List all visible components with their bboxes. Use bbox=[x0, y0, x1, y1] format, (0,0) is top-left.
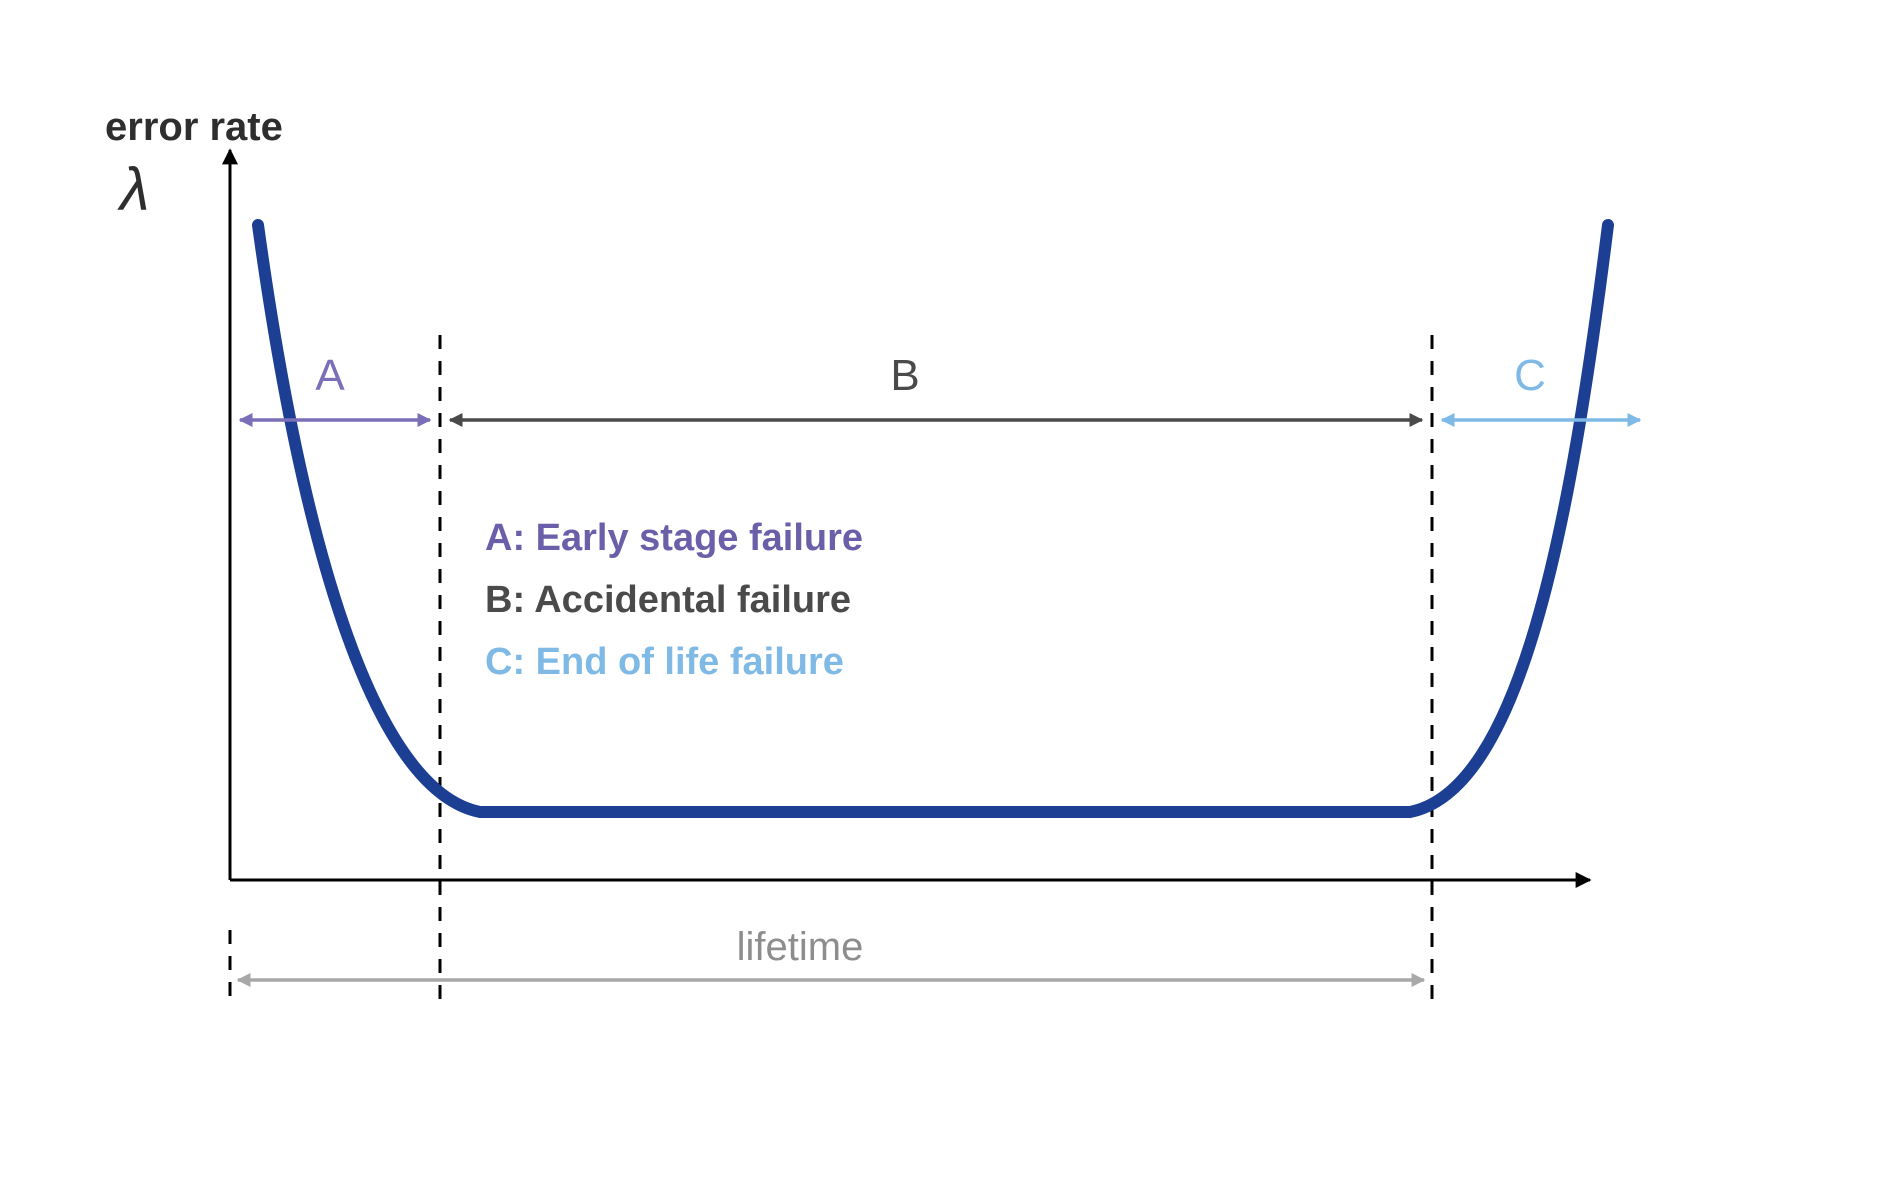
legend-item-2: C: End of life failure bbox=[485, 641, 844, 683]
chart-background bbox=[0, 0, 1890, 1181]
legend-item-1: B: Accidental failure bbox=[485, 579, 851, 621]
y-axis-label: error rate bbox=[105, 105, 283, 149]
region-label-a: A bbox=[315, 351, 345, 400]
region-label-b: B bbox=[890, 351, 919, 400]
lambda-symbol: λ bbox=[117, 156, 150, 223]
legend-item-0: A: Early stage failure bbox=[485, 517, 863, 559]
region-label-c: C bbox=[1514, 351, 1546, 400]
lifetime-label: lifetime bbox=[737, 925, 864, 969]
